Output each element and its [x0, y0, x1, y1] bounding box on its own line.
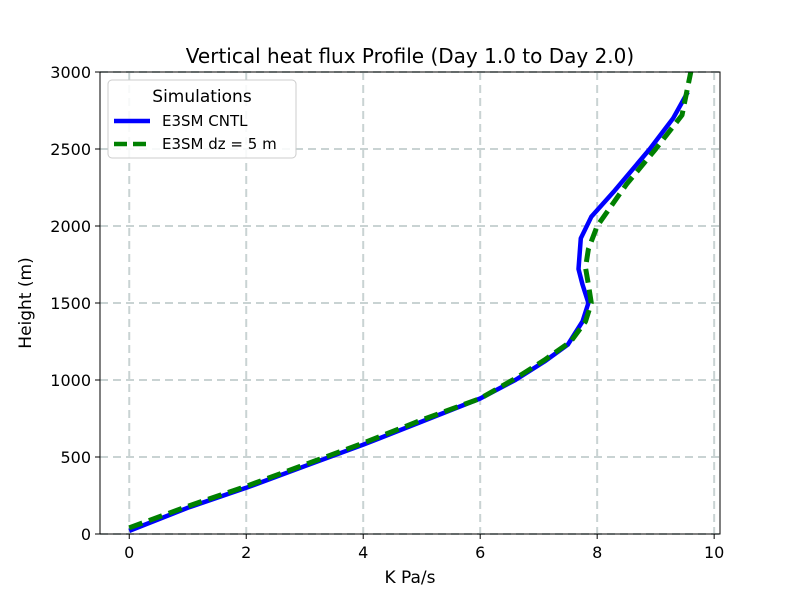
- y-tick-label: 1500: [50, 294, 91, 313]
- legend-title: Simulations: [152, 87, 252, 107]
- x-axis-label: K Pa/s: [384, 568, 435, 588]
- y-tick-label: 2000: [50, 217, 91, 236]
- chart-title: Vertical heat flux Profile (Day 1.0 to D…: [186, 44, 634, 68]
- x-axis: 0 2 4 6 8 10: [124, 534, 724, 562]
- y-tick-label: 3000: [50, 63, 91, 82]
- legend-label-cntl: E3SM CNTL: [162, 112, 248, 130]
- series-layer: [128, 71, 694, 533]
- legend-label-dz5: E3SM dz = 5 m: [162, 135, 277, 153]
- y-tick-label: 2500: [50, 140, 91, 159]
- x-tick-label: 0: [124, 543, 134, 562]
- grid: [100, 71, 720, 535]
- y-tick-label: 500: [60, 448, 91, 467]
- y-axis: 0 500 1000 1500 2000 2500 3000: [50, 63, 100, 544]
- x-tick-label: 4: [358, 543, 368, 562]
- x-tick-label: 8: [592, 543, 602, 562]
- x-tick-label: 6: [475, 543, 485, 562]
- x-tick-label: 2: [241, 543, 251, 562]
- x-tick-label: 10: [704, 543, 724, 562]
- legend-box: [107, 79, 297, 159]
- series-line-dz5: [128, 71, 694, 531]
- legend: Simulations E3SM CNTL E3SM dz = 5 m: [107, 79, 297, 159]
- y-axis-label: Height (m): [16, 257, 36, 348]
- y-tick-label: 0: [81, 525, 91, 544]
- y-tick-label: 1000: [50, 371, 91, 390]
